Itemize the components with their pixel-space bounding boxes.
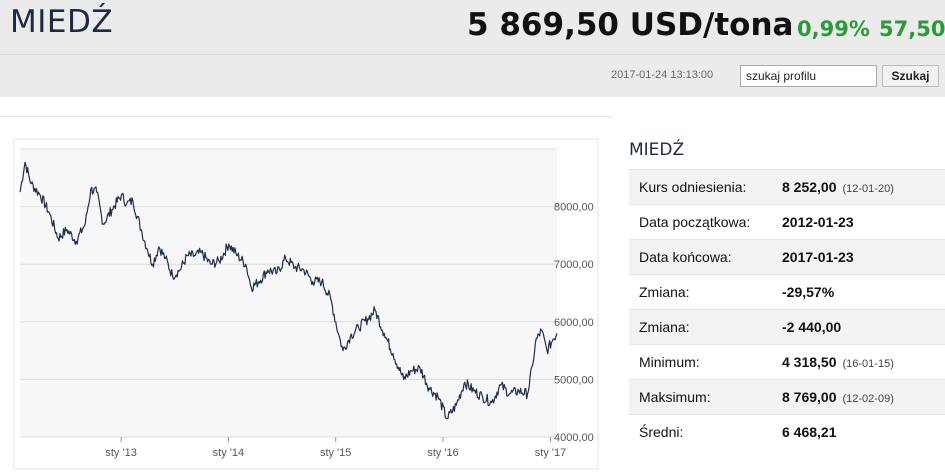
stats-row: Zmiana: -2 440,00	[629, 309, 945, 345]
timestamp: 2017-01-24 13:13:00	[611, 69, 714, 81]
page-title: MIEDŹ	[10, 4, 114, 40]
stats-label: Kurs odniesienia:	[639, 179, 747, 195]
x-tick-label: sty '14	[213, 447, 244, 459]
stats-value-text: 6 468,21	[782, 424, 837, 440]
chart-panel: sty '13 sty '14 sty '15 sty '16 sty '17 4000…	[0, 116, 612, 471]
stats-row: Data początkowa: 2012-01-23	[629, 204, 945, 240]
stats-date: (16-01-15)	[842, 358, 894, 370]
y-tick-label: 4000,00	[554, 432, 594, 444]
stats-value: 2017-01-23	[782, 240, 945, 275]
stats-value: 8 769,00 (12-02-09)	[782, 380, 945, 415]
search-input[interactable]	[740, 65, 877, 87]
stats-date: (12-01-20)	[842, 183, 894, 195]
search-button[interactable]: Szukaj	[882, 65, 939, 87]
change-absolute: 57,50	[879, 17, 945, 41]
stats-row: Data końcowa: 2017-01-23	[629, 239, 945, 275]
stats-label: Minimum:	[639, 354, 700, 370]
stats-label: Średni:	[639, 424, 684, 440]
stats-label: Data początkowa:	[639, 214, 751, 230]
price-value: 5 869,50 USD/tona	[467, 7, 794, 43]
x-tick-label: sty '15	[320, 447, 351, 459]
stats-value: 2012-01-23	[782, 205, 945, 240]
y-axis: 4000,00 5000,00 6000,00 7000,00 8000,00	[554, 202, 594, 444]
stats-row: Średni: 6 468,21	[629, 414, 945, 450]
stats-value: 4 318,50 (16-01-15)	[782, 345, 945, 380]
stats-date: (12-02-09)	[842, 393, 894, 405]
x-tick-label: sty '13	[105, 447, 136, 459]
stats-label: Zmiana:	[639, 284, 690, 300]
stats-value-text: 2017-01-23	[782, 249, 854, 265]
stats-value: -2 440,00	[782, 310, 945, 345]
stats-value: 6 468,21	[782, 415, 945, 450]
header-bar: MIEDŹ 5 869,50 USD/tona 0,99% 57,50 2017…	[0, 0, 945, 97]
stats-row: Maksimum: 8 769,00 (12-02-09)	[629, 379, 945, 415]
price-line	[19, 161, 558, 420]
plot-background	[20, 149, 557, 437]
x-tick-label: sty '16	[427, 447, 458, 459]
y-tick-label: 7000,00	[554, 259, 594, 271]
y-tick-label: 8000,00	[554, 202, 594, 214]
stats-value-text: 8 252,00	[782, 179, 837, 195]
stats-label: Data końcowa:	[639, 249, 732, 265]
stats-value-text: -2 440,00	[782, 319, 842, 335]
stats-value-text: -29,57%	[782, 284, 835, 300]
stats-row: Zmiana: -29,57%	[629, 274, 945, 310]
stats-row: Kurs odniesienia: 8 252,00 (12-01-20)	[629, 169, 945, 205]
header-divider	[0, 54, 945, 55]
stats-table: Kurs odniesienia: 8 252,00 (12-01-20) Data…	[629, 169, 945, 449]
stats-value: -29,57%	[782, 275, 945, 310]
y-tick-label: 6000,00	[554, 317, 594, 329]
stats-label: Maksimum:	[639, 389, 711, 405]
stats-row: Minimum: 4 318,50 (16-01-15)	[629, 344, 945, 380]
change-percent: 0,99%	[797, 17, 870, 41]
x-axis: sty '13 sty '14 sty '15 sty '16 sty '17	[105, 437, 566, 459]
grid-lines	[20, 148, 557, 438]
stats-value-text: 4 318,50	[782, 354, 837, 370]
info-title: MIEDŹ	[629, 140, 685, 160]
price-chart: sty '13 sty '14 sty '15 sty '16 sty '17 4000…	[13, 138, 599, 470]
stats-value: 8 252,00 (12-01-20)	[782, 170, 945, 205]
y-tick-label: 5000,00	[554, 374, 594, 386]
stats-label: Zmiana:	[639, 319, 690, 335]
stats-value-text: 2012-01-23	[782, 214, 854, 230]
stats-value-text: 8 769,00	[782, 389, 837, 405]
x-tick-label: sty '17	[535, 447, 566, 459]
